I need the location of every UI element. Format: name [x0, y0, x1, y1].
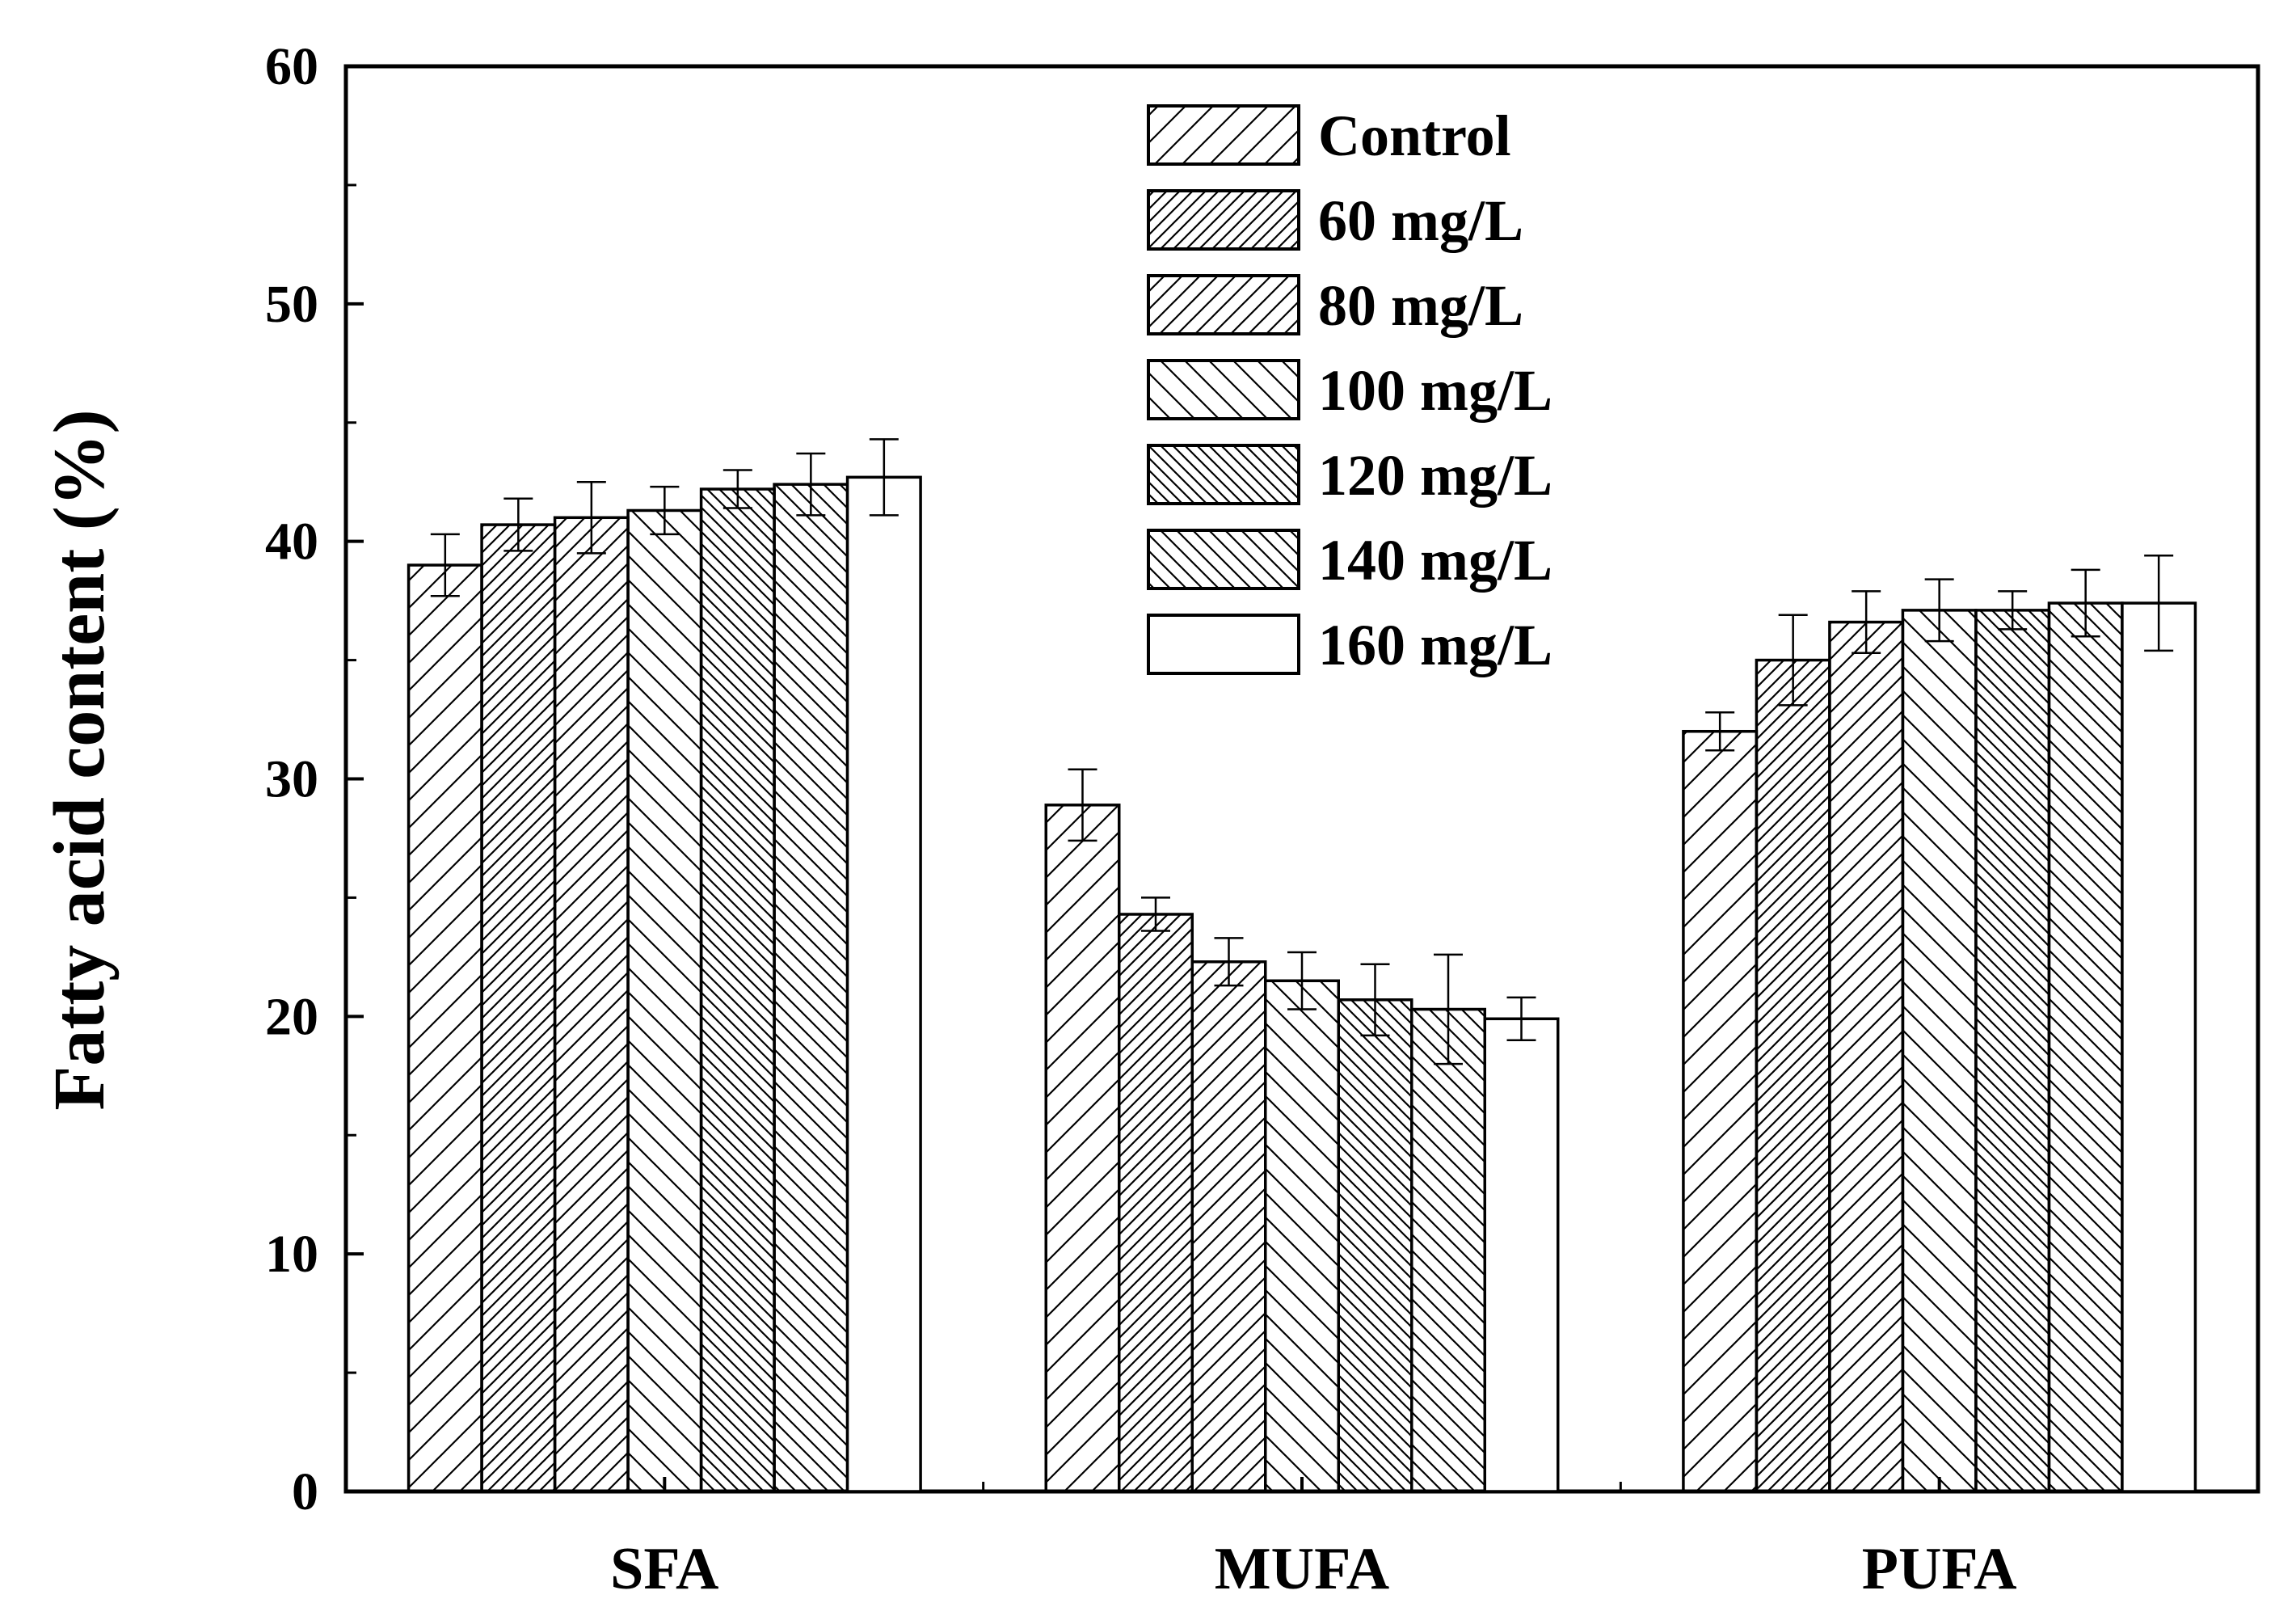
bar — [1901, 609, 1978, 1493]
bar — [1974, 609, 2051, 1493]
bar — [699, 487, 776, 1493]
bar — [773, 483, 849, 1493]
y-axis-title: Fatty acid content (%) — [40, 409, 120, 1110]
bar — [553, 516, 630, 1493]
bar-series-group — [407, 475, 2197, 1493]
legend-swatch — [1147, 529, 1300, 590]
bar — [1118, 913, 1194, 1493]
bar — [1828, 620, 1905, 1493]
bar — [1410, 1007, 1486, 1493]
bar — [480, 523, 557, 1493]
legend-swatch — [1147, 274, 1300, 335]
legend-label: 60 mg/L — [1318, 188, 1523, 253]
bar — [1044, 804, 1121, 1493]
y-tick-label: 20 — [265, 987, 318, 1046]
y-tick-label: 60 — [265, 37, 318, 96]
legend: Control 60 mg/L 80 mg/L 100 mg/L 120 mg/L 140… — [1147, 103, 1552, 677]
bar — [407, 563, 483, 1493]
bar — [1755, 658, 1831, 1493]
bar — [2047, 601, 2124, 1493]
x-category-label: MUFA — [1215, 1536, 1389, 1602]
legend-label: Control — [1318, 103, 1511, 168]
y-tick-label: 30 — [265, 750, 318, 809]
legend-label: 160 mg/L — [1318, 613, 1552, 677]
bar — [1682, 729, 1759, 1493]
y-axis: 0 10 20 30 40 50 60 — [265, 37, 364, 1521]
error-bar-group — [430, 438, 2174, 1065]
bar — [626, 508, 703, 1493]
legend-label: 80 mg/L — [1318, 273, 1523, 338]
legend-swatch — [1147, 614, 1300, 675]
legend-label: 120 mg/L — [1318, 443, 1552, 508]
x-axis: SFA MUFA PUFA — [610, 1477, 2017, 1602]
legend-swatch — [1147, 189, 1300, 251]
bar — [1337, 998, 1413, 1493]
y-tick-label: 0 — [292, 1462, 318, 1521]
y-tick-label: 10 — [265, 1225, 318, 1284]
legend-swatch — [1147, 359, 1300, 420]
bar — [1483, 1017, 1560, 1493]
y-tick-label: 40 — [265, 513, 318, 572]
x-category-label: SFA — [610, 1536, 718, 1602]
bar — [1190, 960, 1267, 1493]
legend-label: 140 mg/L — [1318, 528, 1552, 593]
bar — [2121, 601, 2197, 1493]
legend-swatch — [1147, 444, 1300, 505]
x-category-label: PUFA — [1862, 1536, 2017, 1602]
legend-swatch — [1147, 104, 1300, 166]
legend-label: 100 mg/L — [1318, 358, 1552, 423]
bar — [845, 475, 922, 1493]
bar — [1264, 979, 1340, 1493]
y-tick-label: 50 — [265, 275, 318, 334]
